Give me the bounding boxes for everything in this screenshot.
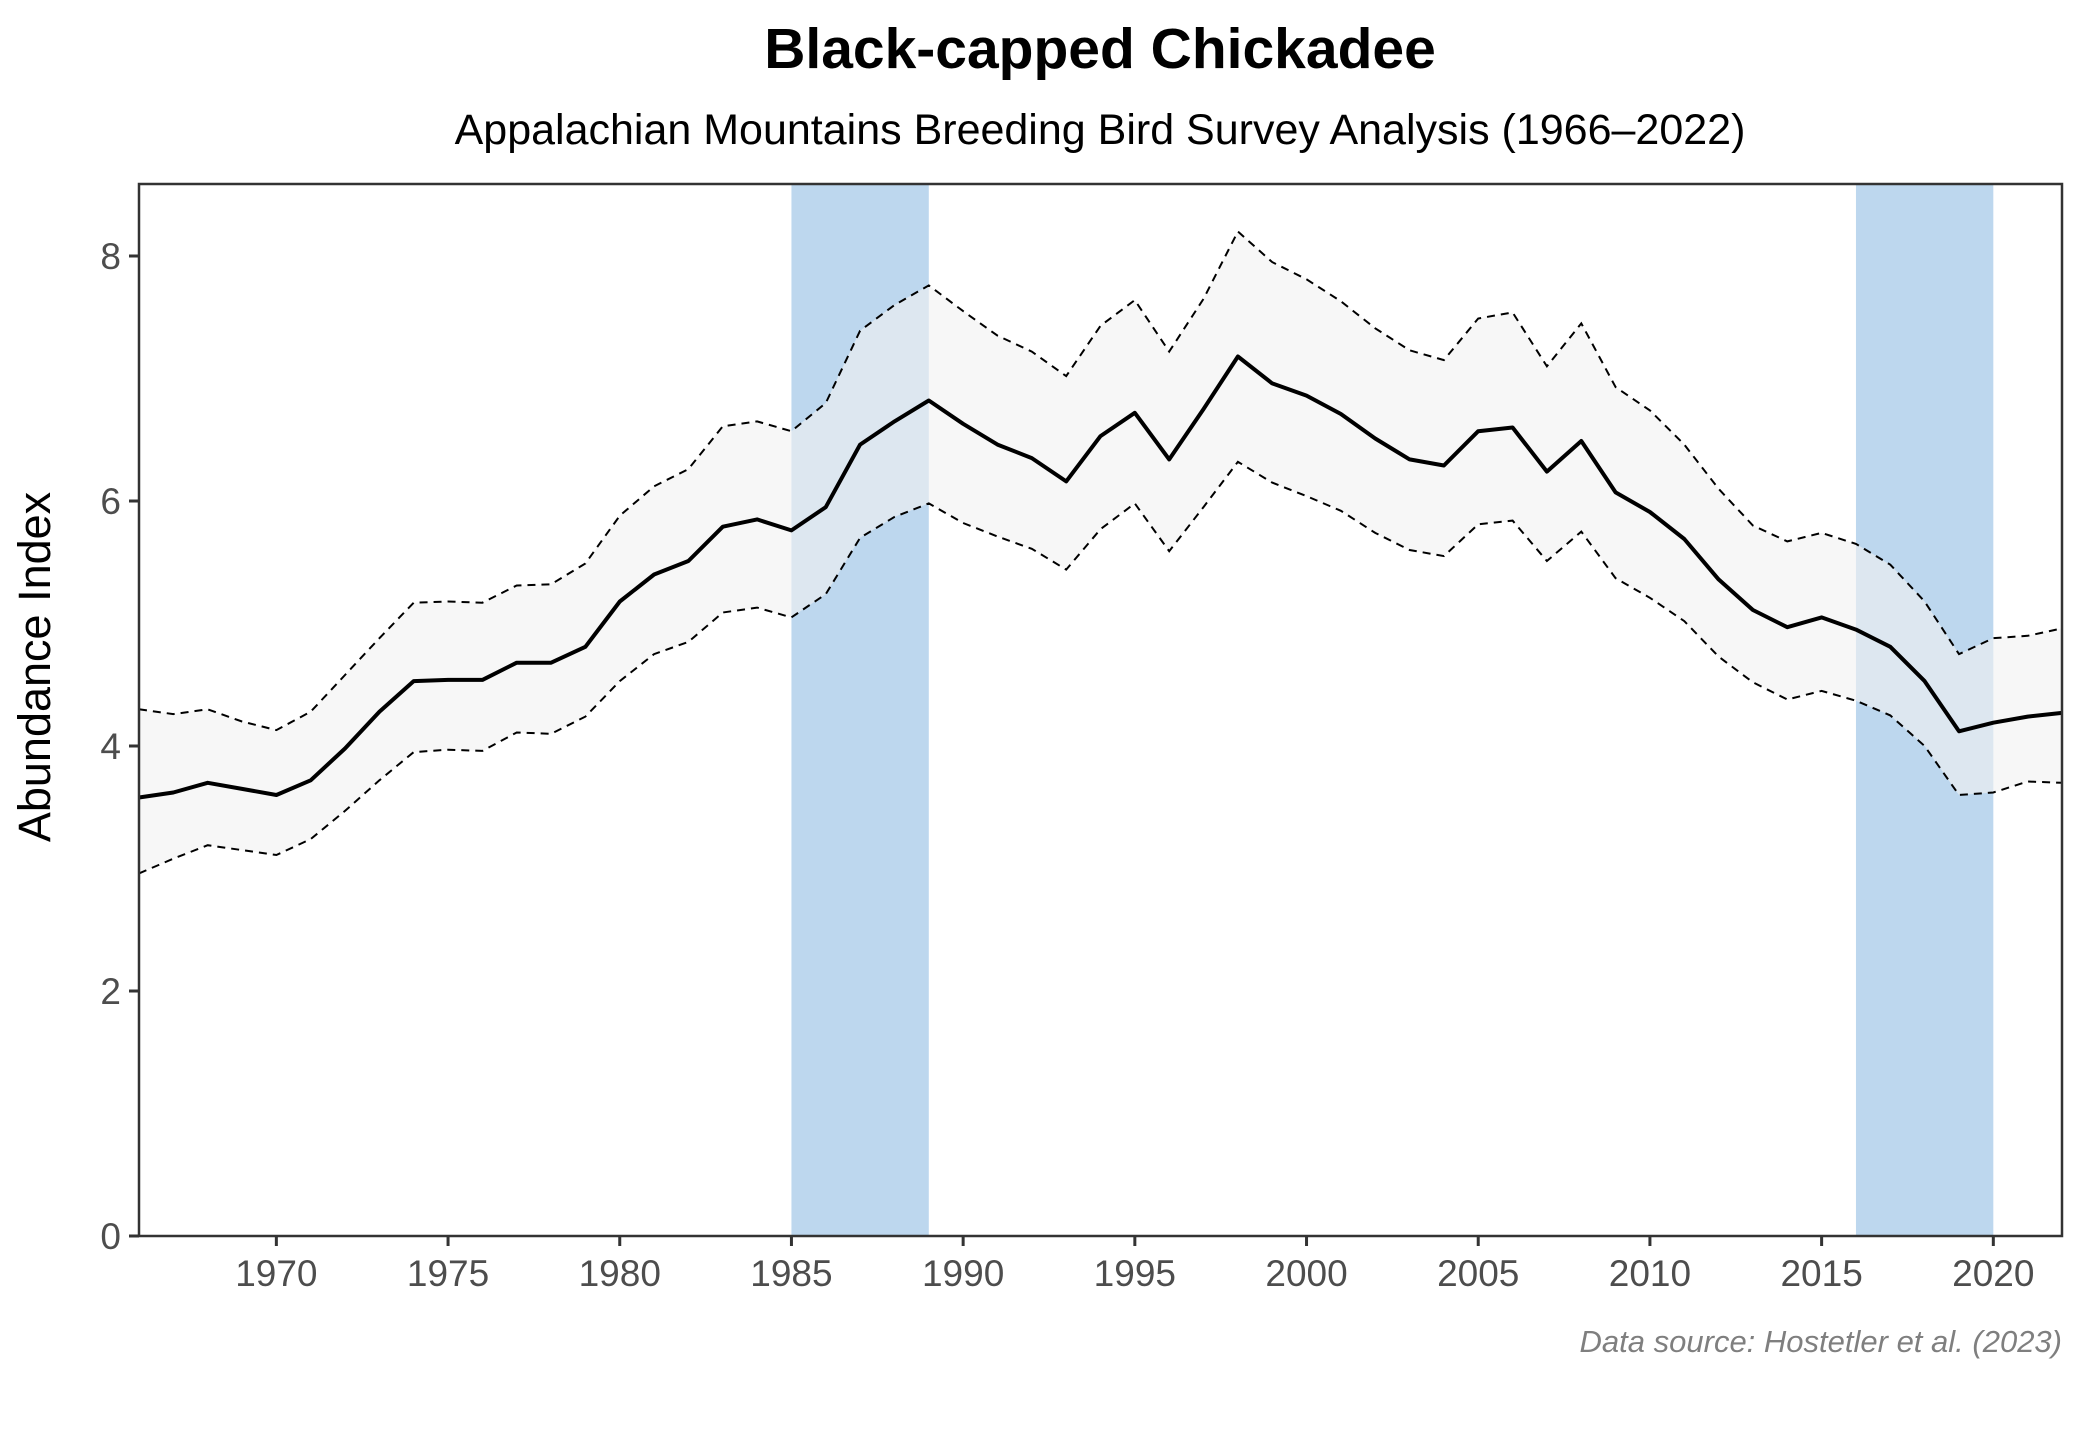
x-tick-label: 1980 <box>579 1253 661 1294</box>
x-tick-label: 1995 <box>1094 1253 1176 1294</box>
x-tick-label: 1970 <box>235 1253 317 1294</box>
y-axis-label: Abundance Index <box>9 491 60 842</box>
y-tick-label: 8 <box>100 236 121 277</box>
x-tick-label: 1975 <box>407 1253 489 1294</box>
ribbon-area <box>139 231 2062 874</box>
x-tick-label: 2005 <box>1437 1253 1519 1294</box>
x-tick-label: 2000 <box>1265 1253 1347 1294</box>
panel-border <box>137 182 2064 1238</box>
upper-interval-line <box>138 229 2063 732</box>
x-axis: 1970 1975 1980 1985 1990 1995 2000 2005 2010 2015… <box>235 1236 2034 1294</box>
y-tick-label: 0 <box>100 1216 121 1257</box>
data-source-caption: Data source: Hostetler et al. (2023) <box>1580 1324 2062 1359</box>
y-tick-label: 6 <box>100 481 121 522</box>
abundance-index-line <box>138 354 2063 800</box>
x-tick-label: 2020 <box>1952 1253 2034 1294</box>
x-tick-label: 1990 <box>922 1253 1004 1294</box>
y-tick-label: 4 <box>100 726 121 767</box>
credible-interval-ribbon <box>139 231 2062 874</box>
x-tick-label: 2010 <box>1609 1253 1691 1294</box>
x-tick-label: 2015 <box>1780 1253 1862 1294</box>
x-tick-label: 1985 <box>750 1253 832 1294</box>
y-axis: 0 2 4 6 8 <box>100 236 139 1257</box>
y-tick-label: 2 <box>100 971 121 1012</box>
chart-title: Black-capped Chickadee <box>764 17 1436 81</box>
series-lines <box>138 229 2063 875</box>
chart-subtitle: Appalachian Mountains Breeding Bird Surv… <box>455 106 1746 154</box>
